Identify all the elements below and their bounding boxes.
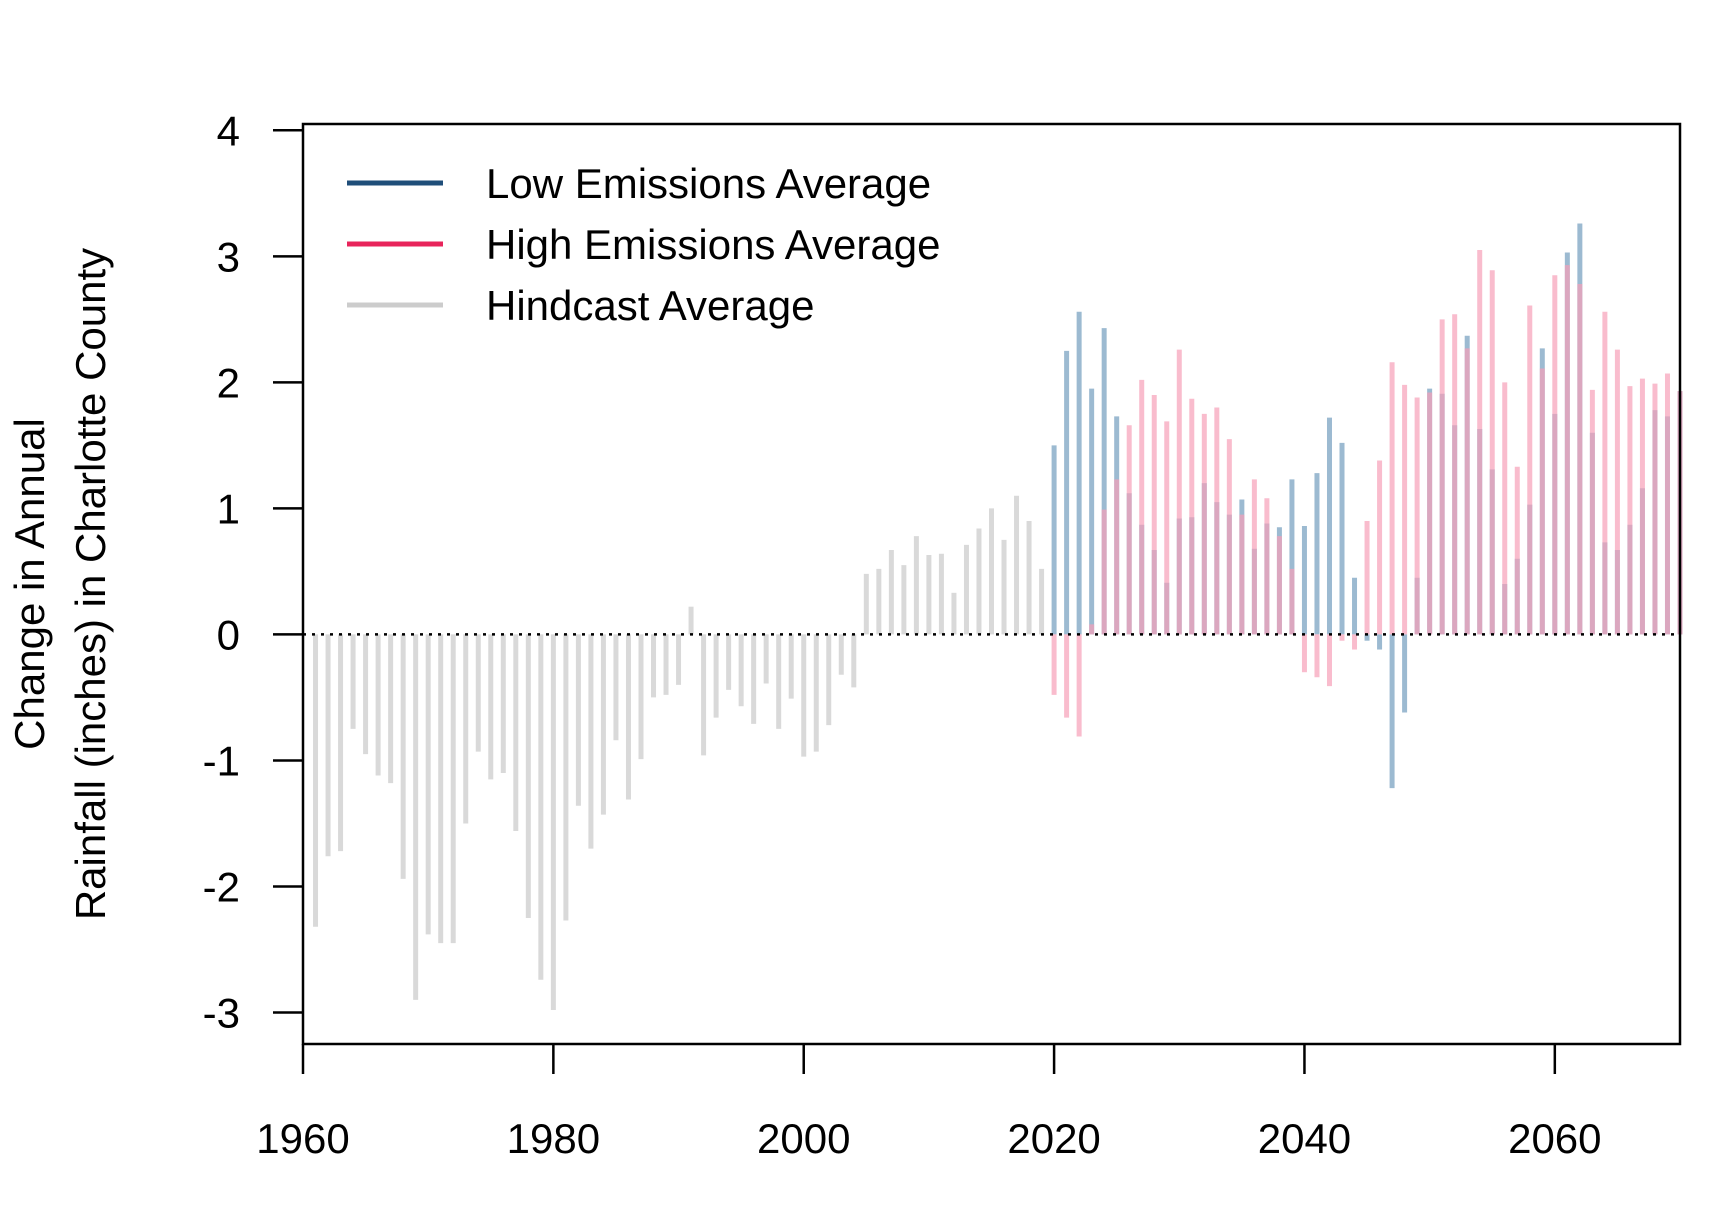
- y-tick-label--2: -2: [203, 863, 240, 910]
- legend-label-low-emissions-average: Low Emissions Average: [486, 160, 931, 207]
- x-tick-label-2020: 2020: [1007, 1115, 1100, 1162]
- axes: [301, 122, 1682, 1046]
- bar-marks: [313, 223, 1683, 1010]
- y-tick-label--1: -1: [203, 737, 240, 784]
- legend-label-high-emissions-average: High Emissions Average: [486, 221, 940, 268]
- x-tick-label-1960: 1960: [256, 1115, 349, 1162]
- y-tick-label--3: -3: [203, 989, 240, 1036]
- y-tick-label-0: 0: [217, 611, 240, 658]
- x-tick-label-1980: 1980: [507, 1115, 600, 1162]
- y-tick-label-4: 4: [217, 107, 240, 154]
- y-axis-label: Change in Annual Rainfall (inches) in Ch…: [6, 248, 114, 920]
- y-axis-label-line-2: Rainfall (inches) in Charlotte County: [67, 248, 114, 920]
- y-axis-ticks: -3 -2 -1 0 1 2 3 4: [203, 107, 303, 1036]
- x-tick-label-2040: 2040: [1258, 1115, 1351, 1162]
- y-tick-label-1: 1: [217, 485, 240, 532]
- y-axis-label-line-1: Change in Annual: [6, 418, 53, 750]
- y-tick-label-2: 2: [217, 359, 240, 406]
- x-axis-ticks: 1960 1980 2000 2020 2040 2060: [256, 1044, 1602, 1162]
- legend-label-hindcast-average: Hindcast Average: [486, 282, 814, 329]
- plot-frame: [301, 122, 1682, 1046]
- x-tick-label-2060: 2060: [1508, 1115, 1601, 1162]
- y-tick-label-3: 3: [217, 233, 240, 280]
- legend: Low Emissions Average High Emissions Aver…: [347, 160, 940, 329]
- x-tick-label-2000: 2000: [757, 1115, 850, 1162]
